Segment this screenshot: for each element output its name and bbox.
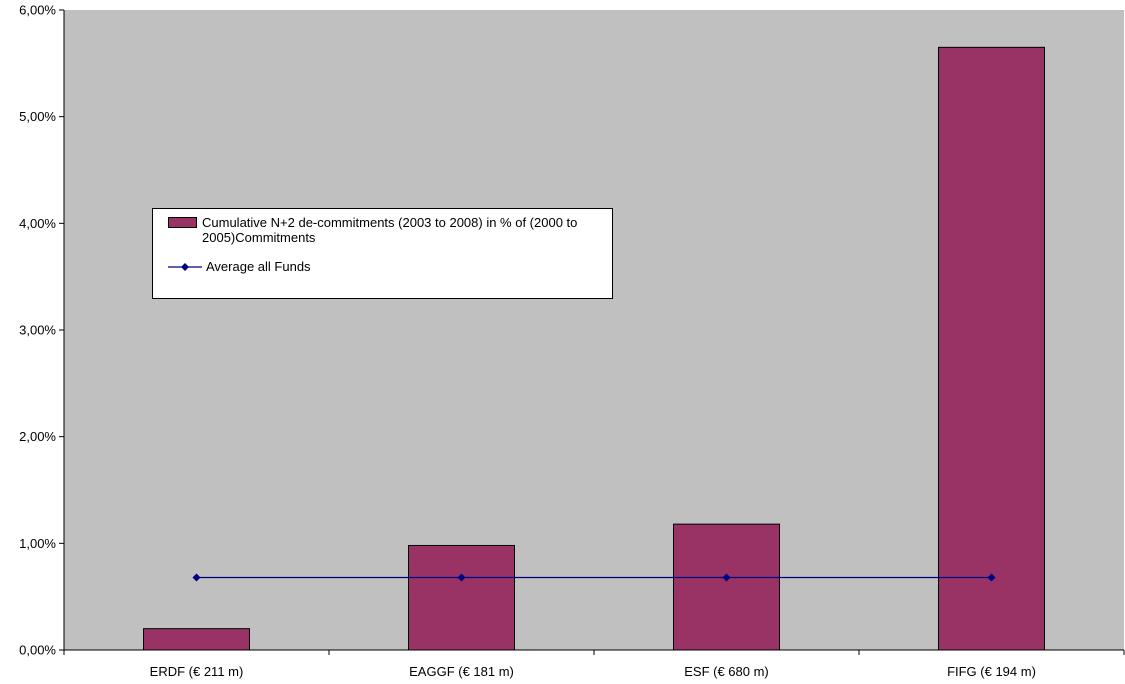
y-tick-label: 3,00% <box>19 323 56 338</box>
bar <box>673 523 780 651</box>
average-line-series <box>192 573 996 582</box>
x-tick-label: ERDF (€ 211 m) <box>150 664 244 679</box>
bar-series <box>143 46 1045 651</box>
bar <box>408 544 515 651</box>
legend-line-swatch <box>168 263 202 271</box>
average-point <box>987 573 996 582</box>
average-point <box>722 573 731 582</box>
average-point <box>457 573 466 582</box>
legend: Cumulative N+2 de-commitments (2003 to 2… <box>152 208 613 299</box>
legend-bar-swatch <box>168 217 197 228</box>
y-tick-label: 1,00% <box>19 536 56 551</box>
legend-bar-label: Cumulative N+2 de-commitments (2003 to 2… <box>202 215 578 245</box>
y-tick-label: 4,00% <box>19 216 56 231</box>
bar <box>938 46 1045 651</box>
x-tick-label: ESF (€ 680 m) <box>684 664 769 679</box>
y-axis: 0,00% 1,00% 2,00% 3,00% 4,00% 5,00% 6,00% <box>19 3 65 658</box>
x-tick-label: EAGGF (€ 181 m) <box>409 664 514 679</box>
y-tick-label: 2,00% <box>19 429 56 444</box>
legend-line-label: Average all Funds <box>206 259 311 274</box>
x-tick-label: FIFG (€ 194 m) <box>947 664 1036 679</box>
y-tick-label: 6,00% <box>19 3 56 18</box>
average-point <box>192 573 201 582</box>
y-tick-label: 0,00% <box>19 643 56 658</box>
bar <box>143 628 250 651</box>
y-tick-label: 5,00% <box>19 109 56 124</box>
x-axis: ERDF (€ 211 m) EAGGF (€ 181 m) ESF (€ 680 … <box>63 649 1125 679</box>
